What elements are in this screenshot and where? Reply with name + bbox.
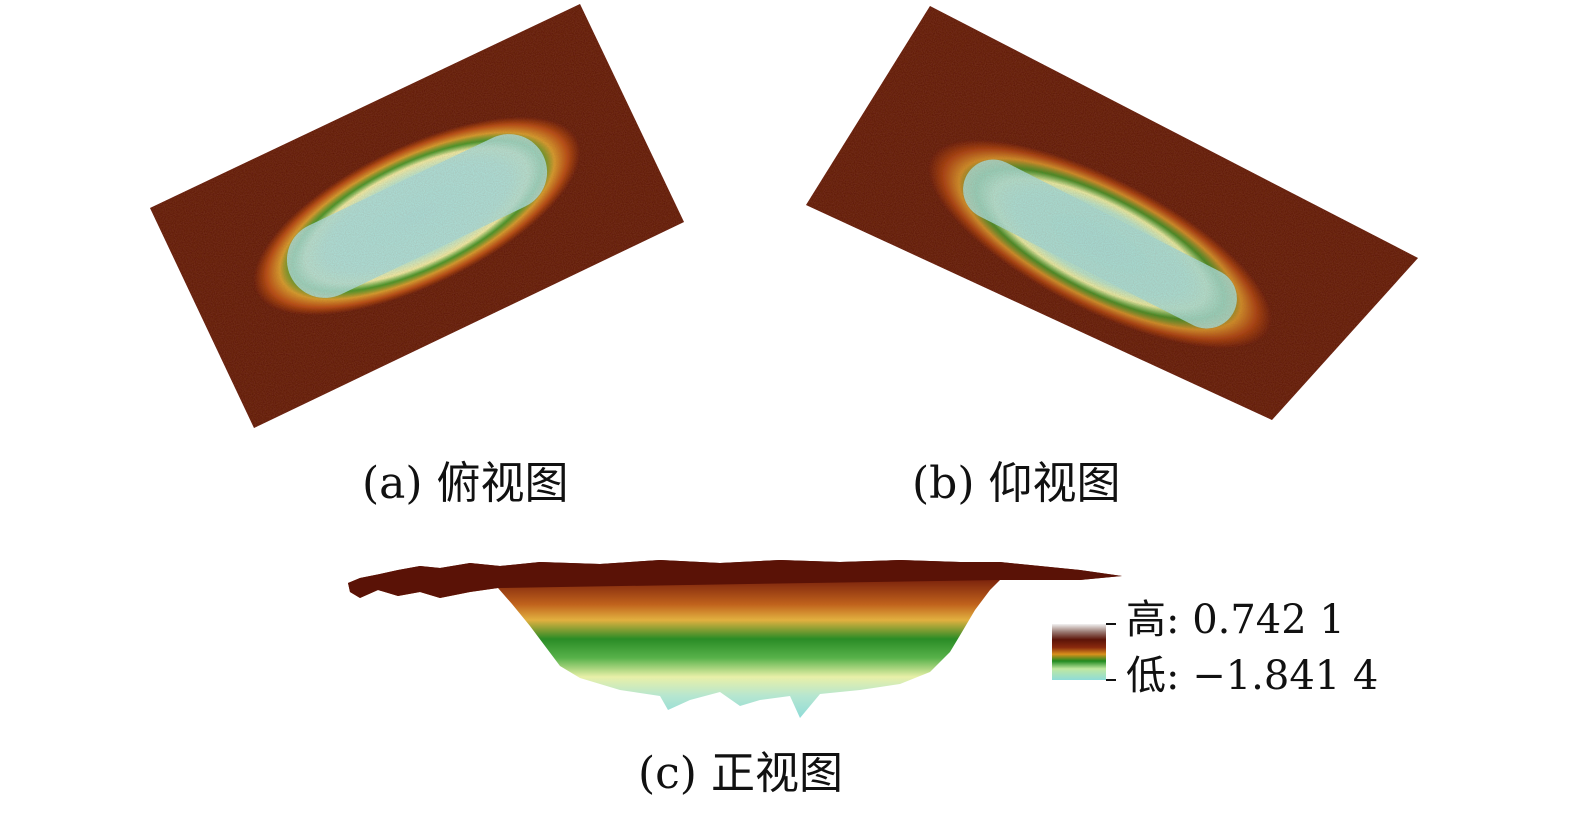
- legend-color-bar: [1052, 623, 1116, 681]
- caption-bottom-view: (b) 仰视图: [912, 458, 1121, 509]
- caption-top-view: (a) 俯视图: [362, 458, 569, 509]
- front-view-surface: [348, 560, 1122, 718]
- caption-front-view: (c) 正视图: [638, 748, 843, 799]
- top-view-surface: [150, 4, 684, 428]
- bottom-view-surface: [806, 6, 1418, 420]
- legend-high-label: 高: 0.742 1: [1126, 597, 1345, 643]
- legend-low-label: 低: −1.841 4: [1126, 653, 1379, 699]
